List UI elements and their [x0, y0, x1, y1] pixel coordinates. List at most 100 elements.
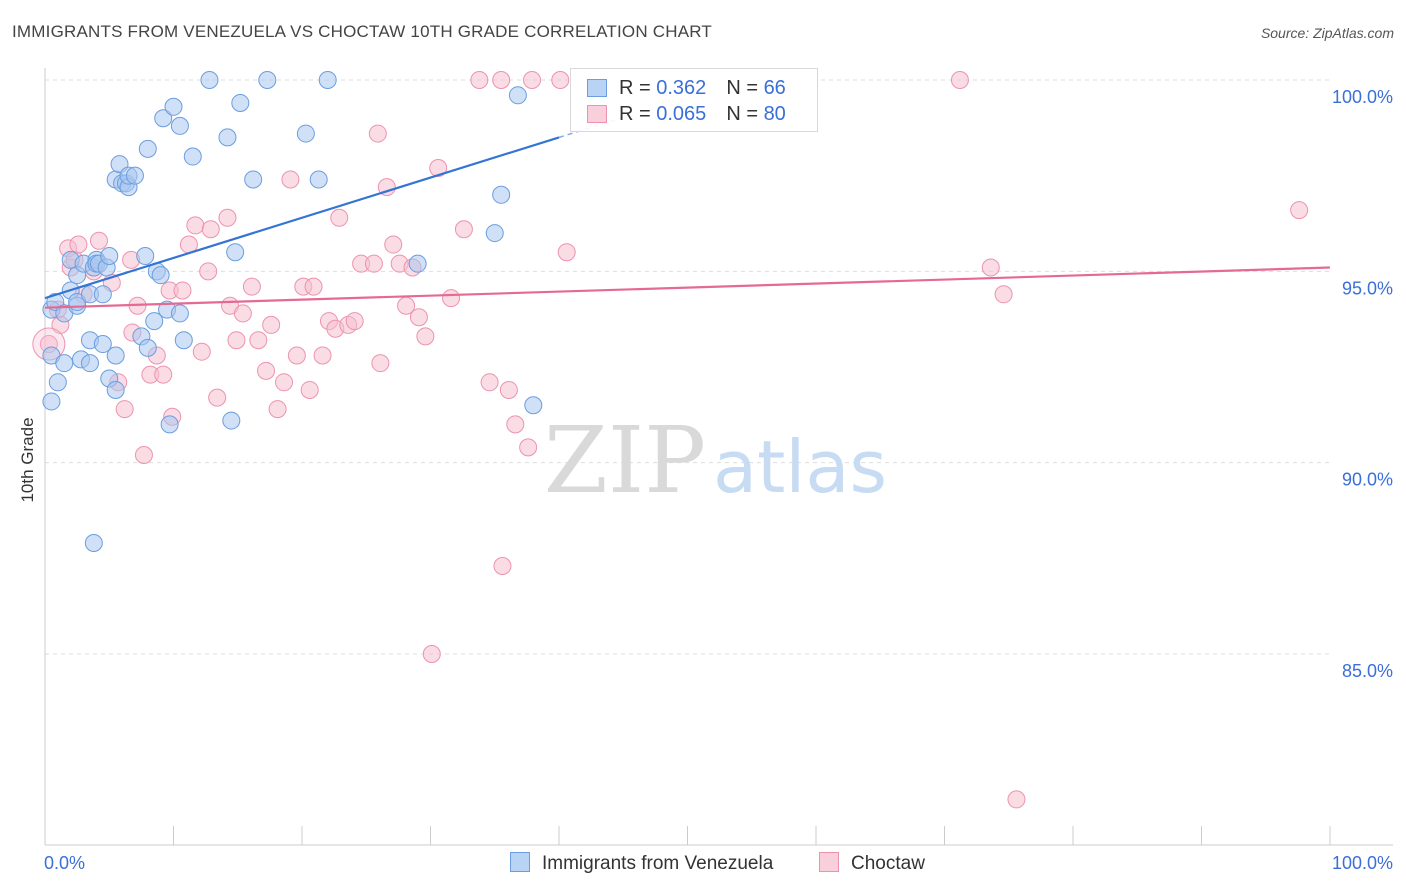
point-venezuela: [42, 392, 61, 411]
point-choctaw: [89, 231, 108, 250]
point-choctaw: [551, 71, 570, 89]
point-choctaw: [994, 285, 1013, 304]
point-choctaw: [199, 262, 218, 281]
tick-labels: 85.0% 90.0% 95.0% 100.0% 0.0% 100.0%: [44, 87, 1393, 873]
point-choctaw: [422, 645, 441, 663]
point-choctaw: [557, 243, 576, 262]
point-choctaw: [69, 235, 88, 254]
point-choctaw: [242, 277, 261, 296]
point-venezuela: [145, 312, 164, 331]
point-venezuela: [80, 354, 99, 373]
point-choctaw: [480, 373, 499, 392]
point-choctaw: [233, 304, 252, 323]
point-choctaw: [1007, 790, 1026, 809]
point-choctaw: [208, 388, 227, 407]
point-venezuela: [125, 166, 144, 185]
point-venezuela: [296, 124, 315, 143]
legend-n-label: N =: [726, 103, 764, 125]
point-venezuela: [100, 247, 119, 266]
point-choctaw: [429, 159, 448, 178]
point-choctaw: [281, 170, 300, 189]
point-choctaw: [493, 556, 512, 575]
point-venezuela: [93, 335, 112, 354]
watermark: ZIP atlas: [544, 407, 887, 514]
point-choctaw: [262, 315, 281, 334]
bottom-legend-venezuela: Immigrants from Venezuela: [510, 852, 773, 875]
point-choctaw: [330, 208, 349, 227]
point-venezuela: [138, 338, 157, 357]
point-choctaw: [313, 346, 332, 365]
point-choctaw: [173, 281, 192, 300]
point-choctaw: [154, 365, 173, 384]
point-choctaw: [506, 415, 525, 434]
point-choctaw: [345, 312, 364, 331]
point-venezuela: [164, 97, 183, 116]
point-choctaw: [275, 373, 294, 392]
point-choctaw: [192, 342, 211, 361]
point-venezuela: [508, 86, 527, 105]
bottom-legend-swatch-pink: [819, 852, 839, 872]
point-choctaw: [218, 208, 237, 227]
legend-swatch-pink: [587, 105, 607, 123]
point-choctaw: [950, 71, 969, 89]
y-axis-label: 10th Grade: [18, 417, 37, 502]
point-choctaw: [227, 331, 246, 350]
point-choctaw: [409, 308, 428, 327]
point-venezuela: [200, 71, 219, 89]
legend-swatch-blue: [587, 79, 607, 97]
point-choctaw: [368, 124, 387, 143]
y-tick-label: 85.0%: [1342, 661, 1393, 681]
point-venezuela: [244, 170, 263, 189]
point-venezuela: [408, 254, 427, 273]
series-venezuela: [42, 71, 543, 553]
point-choctaw: [364, 254, 383, 273]
point-choctaw: [499, 380, 518, 399]
point-choctaw: [300, 380, 319, 399]
axes: [44, 68, 1393, 846]
point-choctaw: [304, 277, 323, 296]
point-venezuela: [170, 116, 189, 135]
point-venezuela: [309, 170, 328, 189]
legend-row-choctaw: R = 0.065 N = 80: [587, 103, 786, 127]
point-venezuela: [183, 147, 202, 166]
correlation-legend: R = 0.362 N = 66 R = 0.065 N = 80: [570, 68, 818, 132]
gridlines: [45, 79, 1330, 655]
y-tick-label: 95.0%: [1342, 278, 1393, 298]
legend-r-label: R =: [619, 77, 657, 99]
legend-r-value: 0.065: [656, 103, 707, 125]
point-venezuela: [226, 243, 245, 262]
bottom-legend-choctaw: Choctaw: [819, 852, 925, 875]
watermark-atlas: atlas: [713, 425, 887, 509]
point-venezuela: [106, 346, 125, 365]
point-venezuela: [55, 354, 74, 373]
point-choctaw: [201, 220, 220, 239]
point-venezuela: [492, 185, 511, 204]
legend-r-value: 0.362: [656, 77, 707, 99]
point-choctaw: [377, 178, 396, 197]
point-choctaw: [287, 346, 306, 365]
point-venezuela: [170, 304, 189, 323]
point-venezuela: [318, 71, 337, 89]
point-venezuela: [106, 380, 125, 399]
point-venezuela: [485, 224, 504, 243]
point-choctaw: [442, 289, 461, 308]
legend-n-label: N =: [726, 77, 764, 99]
point-venezuela: [151, 266, 170, 285]
trendline-venezuela: [44, 136, 560, 300]
legend-r-label: R =: [619, 103, 657, 125]
legend-row-venezuela: R = 0.362 N = 66: [587, 77, 786, 101]
point-choctaw: [981, 258, 1000, 277]
point-choctaw: [186, 216, 205, 235]
point-venezuela: [93, 285, 112, 304]
point-venezuela: [258, 71, 277, 89]
point-choctaw: [134, 446, 153, 465]
point-venezuela: [218, 128, 237, 147]
point-venezuela: [154, 109, 173, 128]
point-venezuela: [222, 411, 241, 430]
point-choctaw: [249, 331, 268, 350]
bottom-legend-label: Immigrants from Venezuela: [542, 853, 774, 874]
point-choctaw: [371, 354, 390, 373]
point-venezuela: [84, 534, 103, 553]
point-venezuela: [174, 331, 193, 350]
